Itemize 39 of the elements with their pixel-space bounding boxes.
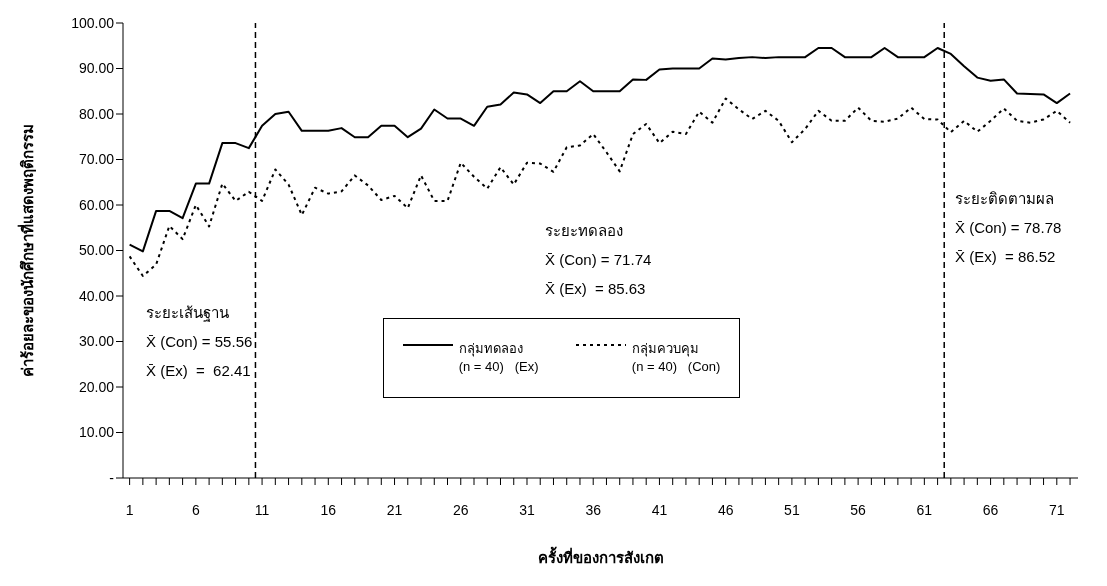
y-tick-label: 90.00: [78, 60, 115, 77]
annotation: ระยะทดลอง: [545, 221, 624, 241]
annotation: X̄ (Ex) = 86.52: [955, 247, 1057, 267]
y-tick-label: -: [109, 469, 115, 486]
annotation: X̄ (Con) = 55.56: [146, 332, 253, 352]
y-tick-label: 80.00: [78, 105, 115, 122]
annotation: ระยะติดตามผล: [955, 189, 1055, 209]
y-axis-title: ค่าร้อยละของนักศึกษาที่แสดงพฤติกรรม: [17, 124, 37, 377]
y-tick-label: 10.00: [78, 424, 115, 441]
x-tick-label: 26: [452, 501, 469, 518]
y-tick-label: 70.00: [78, 151, 115, 168]
legend-label: กลุ่มทดลอง (n = 40) (Ex): [458, 340, 539, 376]
x-tick-label: 71: [1049, 501, 1065, 518]
x-tick-label: 41: [651, 501, 668, 518]
y-tick-label: 60.00: [78, 196, 115, 213]
x-tick-label: 36: [585, 501, 602, 518]
annotation: X̄ (Con) = 71.74: [545, 250, 652, 270]
x-tick-label: 61: [916, 501, 933, 518]
x-tick-label: 51: [784, 501, 800, 518]
y-tick-label: 20.00: [78, 378, 115, 395]
annotation: ระยะเส้นฐาน: [146, 303, 230, 324]
x-tick-label: 21: [386, 501, 403, 518]
x-tick-label: 1: [125, 501, 134, 518]
legend-label: กลุ่มควบคุม (n = 40) (Con): [631, 340, 721, 376]
annotation: X̄ (Ex) = 85.63: [545, 279, 647, 299]
x-tick-label: 56: [850, 501, 867, 518]
y-tick-label: 40.00: [78, 287, 115, 304]
annotation: X̄ (Con) = 78.78: [955, 218, 1062, 238]
x-tick-label: 66: [982, 501, 999, 518]
x-axis-title: ครั้งที่ของการสังเกต: [537, 546, 664, 566]
y-tick-label: 30.00: [78, 333, 115, 350]
y-tick-label: 50.00: [78, 242, 115, 259]
x-tick-label: 46: [717, 501, 734, 518]
annotation: X̄ (Ex) = 62.41: [146, 361, 252, 381]
x-tick-label: 6: [191, 501, 200, 518]
y-tick-label: 100.00: [71, 14, 115, 31]
x-tick-label: 16: [320, 501, 337, 518]
x-tick-label: 31: [519, 501, 535, 518]
x-tick-label: 11: [254, 501, 270, 518]
